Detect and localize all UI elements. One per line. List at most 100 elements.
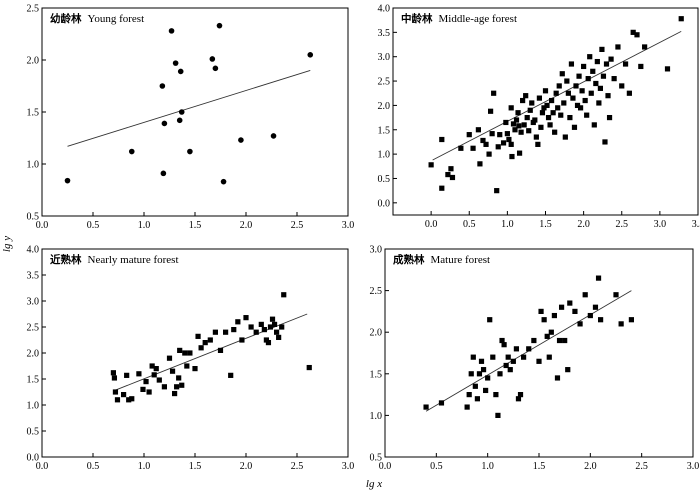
data-point	[187, 350, 193, 356]
data-point	[509, 153, 515, 160]
y-tick-label: 3.0	[27, 297, 40, 308]
data-point	[605, 93, 611, 99]
data-point	[464, 404, 470, 410]
data-point	[483, 387, 489, 394]
data-point	[516, 123, 522, 129]
y-tick-label: 2.0	[370, 328, 383, 339]
y-tick-label: 0.5	[27, 212, 40, 223]
y-tick-label: 1.0	[27, 160, 40, 171]
data-point	[567, 300, 573, 306]
data-point	[231, 327, 237, 333]
y-tick-label: 3.5	[378, 28, 391, 39]
data-point	[638, 63, 644, 70]
data-point	[166, 355, 173, 361]
data-point	[160, 170, 167, 177]
data-point	[195, 333, 201, 339]
data-point	[603, 61, 610, 67]
data-point	[489, 131, 495, 137]
data-point	[267, 324, 274, 330]
data-point	[606, 114, 613, 121]
data-point	[207, 337, 213, 343]
data-point	[592, 304, 599, 310]
panel-title-en: Young forest	[88, 13, 145, 25]
data-point	[281, 292, 287, 298]
data-point	[545, 114, 552, 121]
data-point	[146, 389, 152, 395]
data-point	[124, 372, 130, 378]
x-tick-label: 1.0	[481, 461, 494, 472]
data-point	[478, 358, 485, 364]
data-point	[439, 185, 445, 191]
data-point	[600, 73, 607, 79]
x-tick-label: 1.0	[138, 461, 151, 472]
data-point	[599, 46, 605, 52]
data-point	[535, 141, 541, 147]
data-point	[628, 317, 634, 323]
data-point	[634, 32, 640, 38]
data-point	[258, 321, 264, 327]
regression-line	[113, 313, 308, 392]
x-tick-label: 3.0	[342, 220, 355, 231]
data-point	[549, 97, 555, 104]
panel-title-en: Middle-age forest	[439, 13, 518, 25]
x-tick-label: 2.5	[635, 461, 648, 472]
panel-title: 中龄林 Middle-age forest	[401, 12, 517, 25]
data-point	[466, 392, 472, 398]
data-point	[177, 68, 184, 75]
data-point	[596, 100, 602, 106]
data-point	[156, 377, 162, 383]
x-tick-label: 1.5	[533, 461, 546, 472]
data-point	[516, 150, 523, 156]
panel-title-zh: 近熟林	[50, 253, 82, 266]
data-point	[493, 392, 499, 398]
data-point	[111, 375, 118, 381]
data-point	[202, 340, 208, 346]
data-point	[598, 317, 604, 323]
data-point	[477, 161, 483, 167]
data-point	[248, 324, 254, 330]
data-point	[265, 340, 272, 346]
data-point	[554, 375, 561, 381]
data-point	[151, 372, 157, 378]
data-point	[550, 110, 556, 116]
panel-mature-forest: 0.0 0.5 1.0 1.5 2.0 2.5 3.00.51.01.52.02.53.0成…	[370, 245, 700, 473]
x-tick-label: 2.0	[240, 220, 253, 231]
y-tick-label: 0.5	[378, 174, 391, 185]
panel-title-en: Nearly mature forest	[88, 254, 179, 266]
panel-title: 近熟林 Nearly mature forest	[50, 253, 179, 266]
y-tick-label: 4.0	[378, 4, 391, 15]
data-point	[238, 137, 244, 143]
data-point	[172, 390, 178, 397]
data-point	[112, 389, 119, 395]
data-point	[276, 334, 282, 340]
data-point	[587, 54, 593, 60]
data-point	[562, 134, 568, 140]
data-point	[506, 136, 512, 143]
panel-middle-age-forest: 0.0 0.5 1.0 1.5 2.0 2.5 3.0 3.5 0.0 0.5 1.0 1.5 2.0 2…	[378, 4, 700, 231]
data-point	[582, 292, 588, 298]
data-point	[577, 105, 584, 111]
data-point	[495, 412, 501, 418]
y-tick-label: 0.0	[27, 453, 40, 464]
panel-title-zh: 成熟林	[393, 253, 425, 266]
data-point	[149, 363, 155, 369]
data-point	[140, 386, 146, 392]
data-point	[503, 119, 509, 126]
plot-frame	[41, 7, 349, 217]
data-point	[168, 28, 175, 34]
data-point	[521, 354, 527, 360]
data-point	[487, 317, 493, 323]
x-tick-label: 0.0	[379, 461, 392, 472]
x-tick-label: 2.5	[291, 461, 304, 472]
x-tick-label: 3.0	[342, 461, 355, 472]
data-point	[588, 90, 594, 96]
data-point	[581, 63, 587, 70]
data-point	[470, 145, 476, 151]
data-point	[585, 76, 591, 82]
data-point	[216, 22, 223, 29]
data-point	[209, 56, 216, 62]
data-point	[544, 333, 550, 339]
data-point	[494, 188, 500, 194]
data-point	[558, 112, 564, 118]
data-point	[584, 112, 590, 118]
